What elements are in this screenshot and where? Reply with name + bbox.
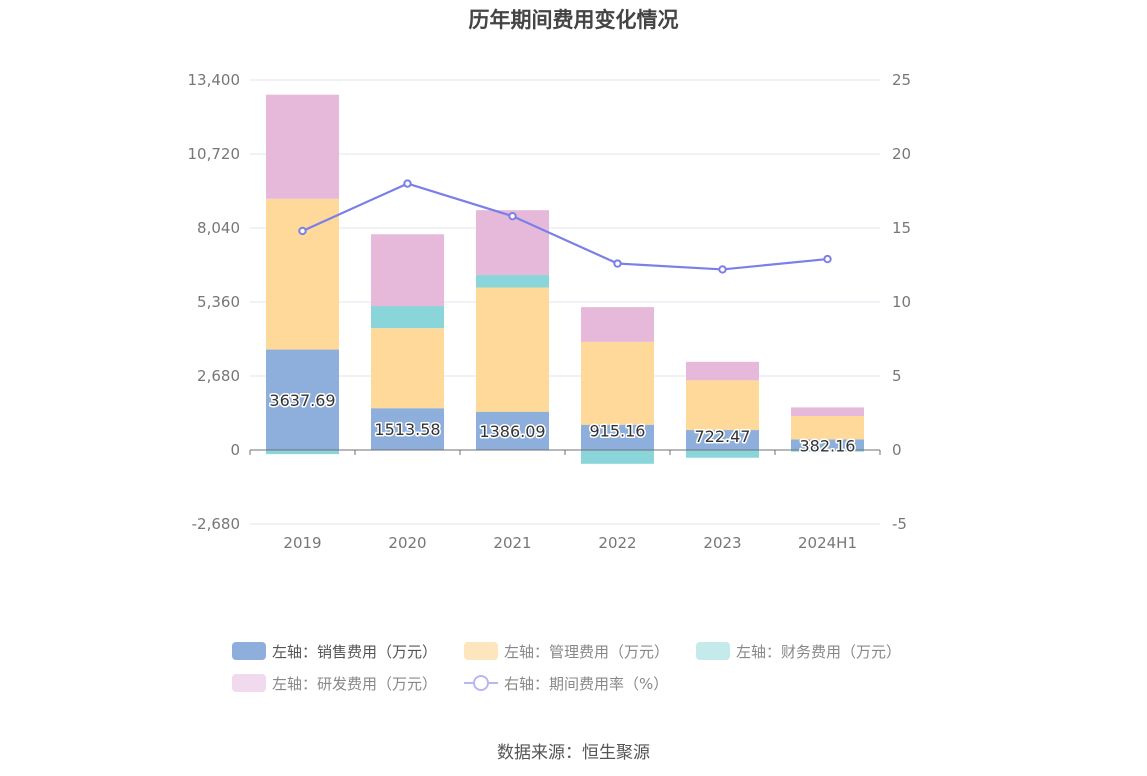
left-tick-label: 10,720 (188, 145, 241, 163)
data-label-2023: 722.47 (695, 427, 751, 446)
left-tick-label: -2,680 (192, 515, 240, 533)
data-label-2022: 915.16 (590, 422, 646, 441)
bar-2021-s2 (476, 275, 549, 288)
legend-label-rd: 左轴：研发费用（万元） (272, 674, 438, 693)
bar-2023-s0 (686, 430, 759, 450)
legend-label-rate: 右轴：期间费用率（%） (504, 674, 669, 693)
x-tick-label: 2020 (388, 534, 426, 552)
legend-item-rate[interactable]: 右轴：期间费用率（%） (464, 672, 668, 694)
legend-item-rd[interactable]: 左轴：研发费用（万元） (232, 672, 437, 694)
rate-point-2020 (403, 179, 412, 188)
x-tick-label: 2022 (598, 534, 636, 552)
legend-label-finance: 左轴：财务费用（万元） (736, 642, 902, 661)
rate-line (302, 182, 828, 271)
data-labels: 3637.69 1513.58 1386.09 915.16 722.47 382.16 (268, 389, 857, 457)
legend-swatch-rate (464, 674, 498, 692)
data-label-2019: 3637.69 (269, 391, 335, 410)
rate-point-2019 (298, 226, 307, 236)
bar-2022-s0 (581, 424, 654, 450)
left-tick-label: 5,360 (197, 293, 240, 311)
bar-2024H1-s1 (791, 415, 864, 440)
bar-2023-s2 (686, 450, 759, 458)
chart-title: 历年期间费用变化情况 (468, 8, 679, 32)
right-tick-label: 0 (892, 441, 902, 459)
legend-swatch-finance (696, 642, 730, 660)
legend-swatch-admin (464, 642, 498, 660)
rate-point-2021 (508, 211, 517, 221)
legend-item-finance[interactable]: 左轴：财务费用（万元） (696, 640, 901, 662)
right-tick-label: 20 (892, 145, 911, 163)
right-tick-label: 5 (892, 367, 902, 385)
bar-2020-s0 (371, 408, 444, 450)
bar-2022-s2 (581, 450, 654, 464)
bar-2021-s1 (476, 287, 549, 412)
right-tick-label: 25 (892, 71, 911, 89)
x-tick-label: 2021 (493, 534, 531, 552)
rate-point-2023 (718, 265, 727, 274)
bar-2022-s3 (581, 307, 654, 342)
bar-2020-s1 (371, 328, 444, 409)
bar-2020-s3 (371, 234, 444, 307)
bar-2019-s1 (266, 198, 339, 350)
x-tick-label: 2024H1 (798, 534, 857, 552)
source-note: 数据来源：恒生聚源 (497, 743, 650, 763)
bar-2019-s3 (266, 94, 339, 199)
bar-2021-s0 (476, 411, 549, 450)
bar-2024H1-s0 (791, 439, 864, 450)
left-tick-label: 0 (230, 441, 240, 459)
bar-2024H1-s3 (791, 407, 864, 416)
legend-label-sales: 左轴：销售费用（万元） (272, 642, 438, 661)
data-label-2020: 1513.58 (374, 420, 440, 439)
left-axis-ticks: 13,400 10,720 8,040 5,360 2,680 0 -2,680 (188, 71, 241, 533)
right-axis-ticks: 25 20 15 10 5 0 -5 (892, 71, 911, 533)
data-label-2024H1: 382.16 (800, 436, 856, 455)
rate-point-2022 (613, 259, 622, 268)
data-label-2021: 1386.09 (479, 422, 545, 441)
grid-lines (250, 79, 880, 525)
legend-label-admin: 左轴：管理费用（万元） (504, 642, 670, 661)
left-tick-label: 8,040 (197, 219, 240, 237)
right-tick-label: 15 (892, 219, 911, 237)
right-tick-label: 10 (892, 293, 911, 311)
x-axis-labels: 2019 2020 2021 2022 2023 2024H1 (283, 534, 857, 552)
x-tick-label: 2023 (703, 534, 741, 552)
bar-2023-s1 (686, 380, 759, 431)
bar-2021-s3 (476, 210, 549, 276)
bar-2024H1-s2 (791, 450, 864, 452)
bar-2019-s0 (266, 349, 339, 450)
bars (266, 94, 864, 464)
rate-point-2024H1 (823, 254, 832, 264)
right-tick-label: -5 (892, 515, 907, 533)
legend-item-sales[interactable]: 左轴：销售费用（万元） (232, 640, 437, 662)
legend-swatch-sales (232, 642, 266, 660)
zero-line (249, 449, 881, 455)
expense-rate-line (298, 179, 832, 274)
bar-2020-s2 (371, 306, 444, 329)
left-tick-label: 13,400 (188, 71, 241, 89)
bar-2022-s1 (581, 341, 654, 425)
legend-item-admin[interactable]: 左轴：管理费用（万元） (464, 640, 669, 662)
bar-2019-s2 (266, 450, 339, 455)
left-tick-label: 2,680 (197, 367, 240, 385)
x-tick-label: 2019 (283, 534, 321, 552)
bar-2023-s3 (686, 361, 759, 381)
legend-swatch-rd (232, 674, 266, 692)
